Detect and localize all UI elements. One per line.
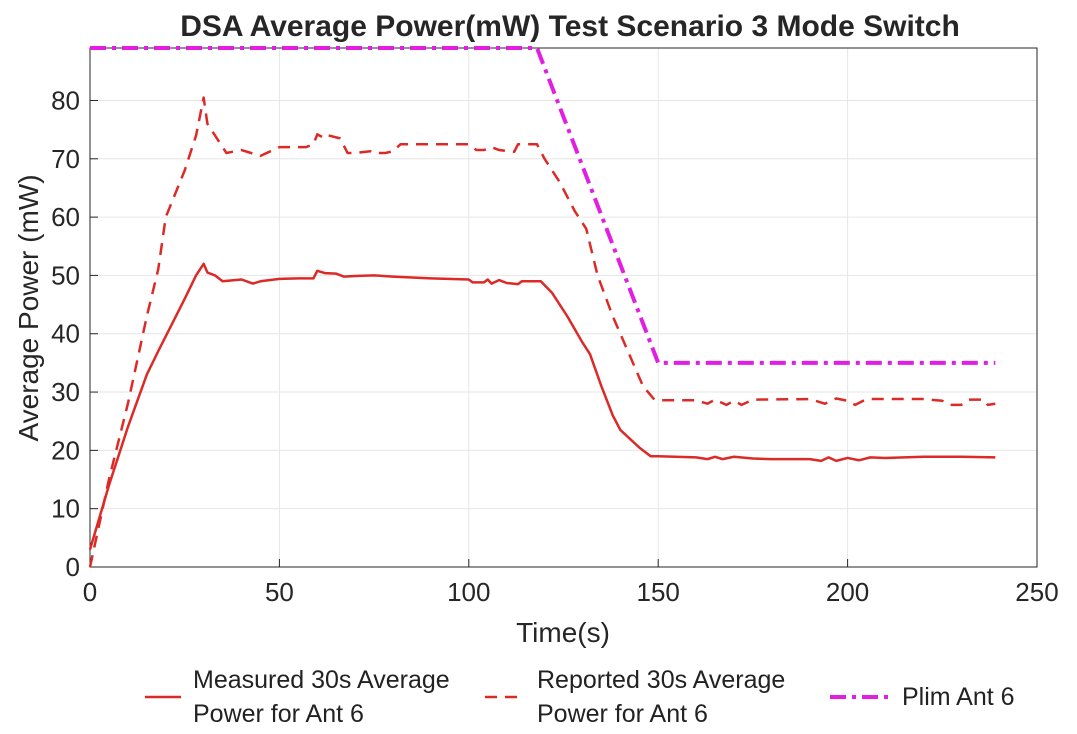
x-tick-label: 250 [1015,577,1058,607]
x-axis-label: Time(s) [516,617,610,648]
y-axis-label: Average Power (mW) [13,174,44,441]
legend-label: Plim Ant 6 [902,683,1015,711]
chart-svg: DSA Average Power(mW) Test Scenario 3 Mo… [13,10,1059,648]
y-tick-label: 80 [51,85,80,115]
legend: Measured 30s Average Power for Ant 6 Repo… [0,662,1077,732]
legend-swatch [145,695,181,699]
x-tick-label: 150 [637,577,680,607]
y-tick-label: 70 [51,144,80,174]
legend-item: Plim Ant 6 [830,662,1077,732]
series-line [88,262,996,550]
plot-frame [89,47,1038,568]
x-tick-label: 200 [826,577,869,607]
y-tick-label: 50 [51,260,80,290]
legend-swatch [830,695,890,699]
y-tick-label: 60 [51,202,80,232]
series-line [88,96,996,568]
y-tick-label: 40 [51,319,80,349]
y-tick-label: 30 [51,377,80,407]
legend-swatch [485,695,525,699]
legend-item: Measured 30s Average Power for Ant 6 [145,662,483,732]
x-tick-label: 50 [265,577,294,607]
series-line [90,46,996,365]
y-tick-label: 20 [51,435,80,465]
x-tick-label: 100 [447,577,490,607]
x-tick-label: 0 [83,577,97,607]
legend-label: Reported 30s Average Power for Ant 6 [537,666,786,728]
y-tick-label: 10 [51,494,80,524]
legend-item: Reported 30s Average Power for Ant 6 [485,662,817,732]
y-tick-label: 0 [66,552,80,582]
chart-title: DSA Average Power(mW) Test Scenario 3 Mo… [180,10,960,43]
legend-label: Measured 30s Average Power for Ant 6 [193,666,450,728]
